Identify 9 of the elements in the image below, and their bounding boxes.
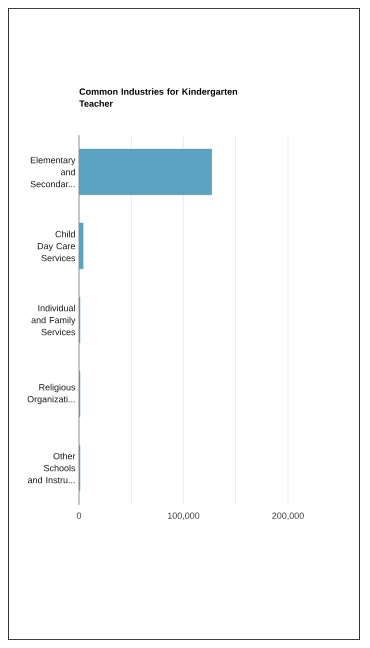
y-tick-label: Religious Organizati... — [28, 384, 76, 404]
y-tick-label: Child Day Care Services — [38, 230, 76, 262]
x-tick-label: 200,000 — [272, 512, 304, 520]
chart-title: Common Industries for Kindergarten Teacher — [79, 88, 238, 107]
text: 100,000 — [168, 512, 200, 520]
y-tick-label: Individual and Family Services — [32, 304, 76, 336]
y-tick-label: Elementary and Secondar... — [30, 156, 76, 188]
x-tick-label: 0 — [76, 512, 82, 519]
y-tick-label: Other Schools and Instru... — [28, 452, 76, 484]
